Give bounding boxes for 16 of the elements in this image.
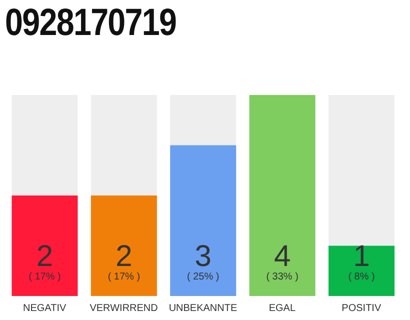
- x-tick-label: EGAL: [268, 303, 296, 314]
- annotation: ( 17% ): [28, 272, 61, 283]
- chart-title: 0928170719: [5, 2, 176, 45]
- x-tick-label: VERWIRREND: [90, 303, 158, 314]
- annotation: ( 33% ): [266, 272, 298, 283]
- data-label: 3: [194, 240, 212, 273]
- annotation: ( 17% ): [108, 272, 140, 283]
- data-label: 1: [353, 240, 370, 273]
- annotation: ( 8% ): [348, 272, 375, 283]
- data-label: 2: [36, 240, 54, 273]
- data-label: 2: [116, 240, 132, 273]
- x-tick-label: UNBEKANNTE: [168, 303, 238, 314]
- x-tick-label: NEGATIV: [23, 303, 67, 314]
- annotation: ( 25% ): [187, 272, 220, 283]
- data-label: 4: [274, 240, 291, 273]
- x-tick-label: POSITIV: [342, 303, 382, 314]
